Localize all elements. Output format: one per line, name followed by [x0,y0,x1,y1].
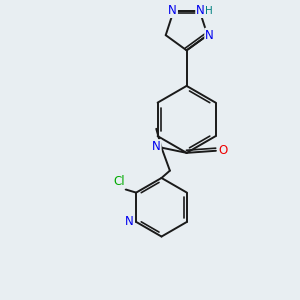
Text: Cl: Cl [114,175,125,188]
Text: N: N [196,4,205,17]
Text: N: N [124,215,133,228]
Text: N: N [168,4,177,17]
Text: N: N [152,140,161,153]
Text: N: N [205,29,214,42]
Text: O: O [219,144,228,157]
Text: H: H [205,6,213,16]
